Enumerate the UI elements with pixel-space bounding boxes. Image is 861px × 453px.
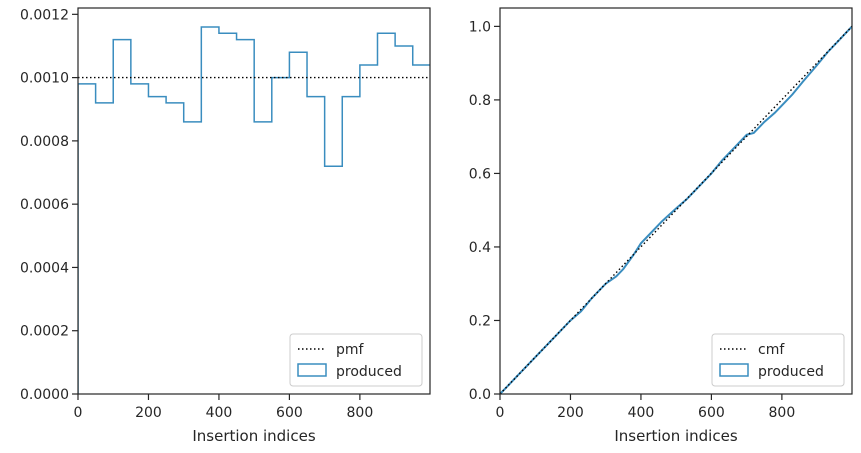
y-tick-label: 0.0002 [20, 324, 69, 340]
x-axis-label: Insertion indices [192, 427, 315, 445]
x-tick-label: 400 [206, 405, 233, 421]
axes-frame [77, 7, 431, 395]
cumulative-produced-line [500, 25, 852, 394]
y-tick-label: 0.2 [469, 313, 491, 329]
x-axis-label: Insertion indices [614, 427, 737, 445]
legend: cmf produced [711, 333, 845, 387]
y-tick-label: 0.4 [469, 240, 491, 256]
legend-produced-swatch [719, 363, 749, 377]
y-tick-label: 0.8 [469, 93, 491, 109]
y-tick-label: 0.0004 [20, 260, 69, 276]
y-tick-label: 0.0012 [20, 7, 69, 23]
legend-produced-label: produced [336, 364, 402, 380]
x-tick-label: 400 [628, 405, 655, 421]
legend-box [289, 333, 423, 387]
legend-reference-label: cmf [758, 342, 785, 358]
x-tick-label: 0 [74, 405, 83, 421]
pmf-histogram-panel: 0 200 400 600 800 0.0000 0.0002 0.0004 0.0006 0.0… [20, 7, 431, 445]
legend: pmf produced [289, 333, 423, 387]
y-tick-label: 1.0 [469, 19, 491, 35]
y-tick-label: 0.0008 [20, 134, 69, 150]
cmf-reference-line [500, 25, 852, 394]
histogram-step-line [78, 26, 430, 394]
y-tick-label: 0.0010 [20, 71, 69, 87]
cmf-cumulative-panel: 0 200 400 600 800 0.0 0.2 0.4 0.6 0.8 1.0 Insertion… [469, 7, 853, 445]
legend-produced-label: produced [758, 364, 824, 380]
x-tick-label: 800 [347, 405, 374, 421]
plot-area [500, 25, 852, 394]
y-tick-label: 0.0 [469, 387, 491, 403]
axes-frame [499, 7, 853, 395]
x-tick-label: 600 [276, 405, 303, 421]
y-tick-label: 0.0000 [20, 387, 69, 403]
plot-area [78, 26, 430, 394]
y-tick-label: 0.6 [469, 166, 491, 182]
legend-produced-swatch [297, 363, 327, 377]
x-tick-label: 600 [698, 405, 725, 421]
y-tick-label: 0.0006 [20, 197, 69, 213]
x-tick-label: 0 [496, 405, 505, 421]
x-tick-label: 200 [135, 405, 162, 421]
legend-reference-label: pmf [336, 342, 365, 358]
legend-box [711, 333, 845, 387]
x-tick-label: 800 [769, 405, 796, 421]
x-tick-label: 200 [557, 405, 584, 421]
